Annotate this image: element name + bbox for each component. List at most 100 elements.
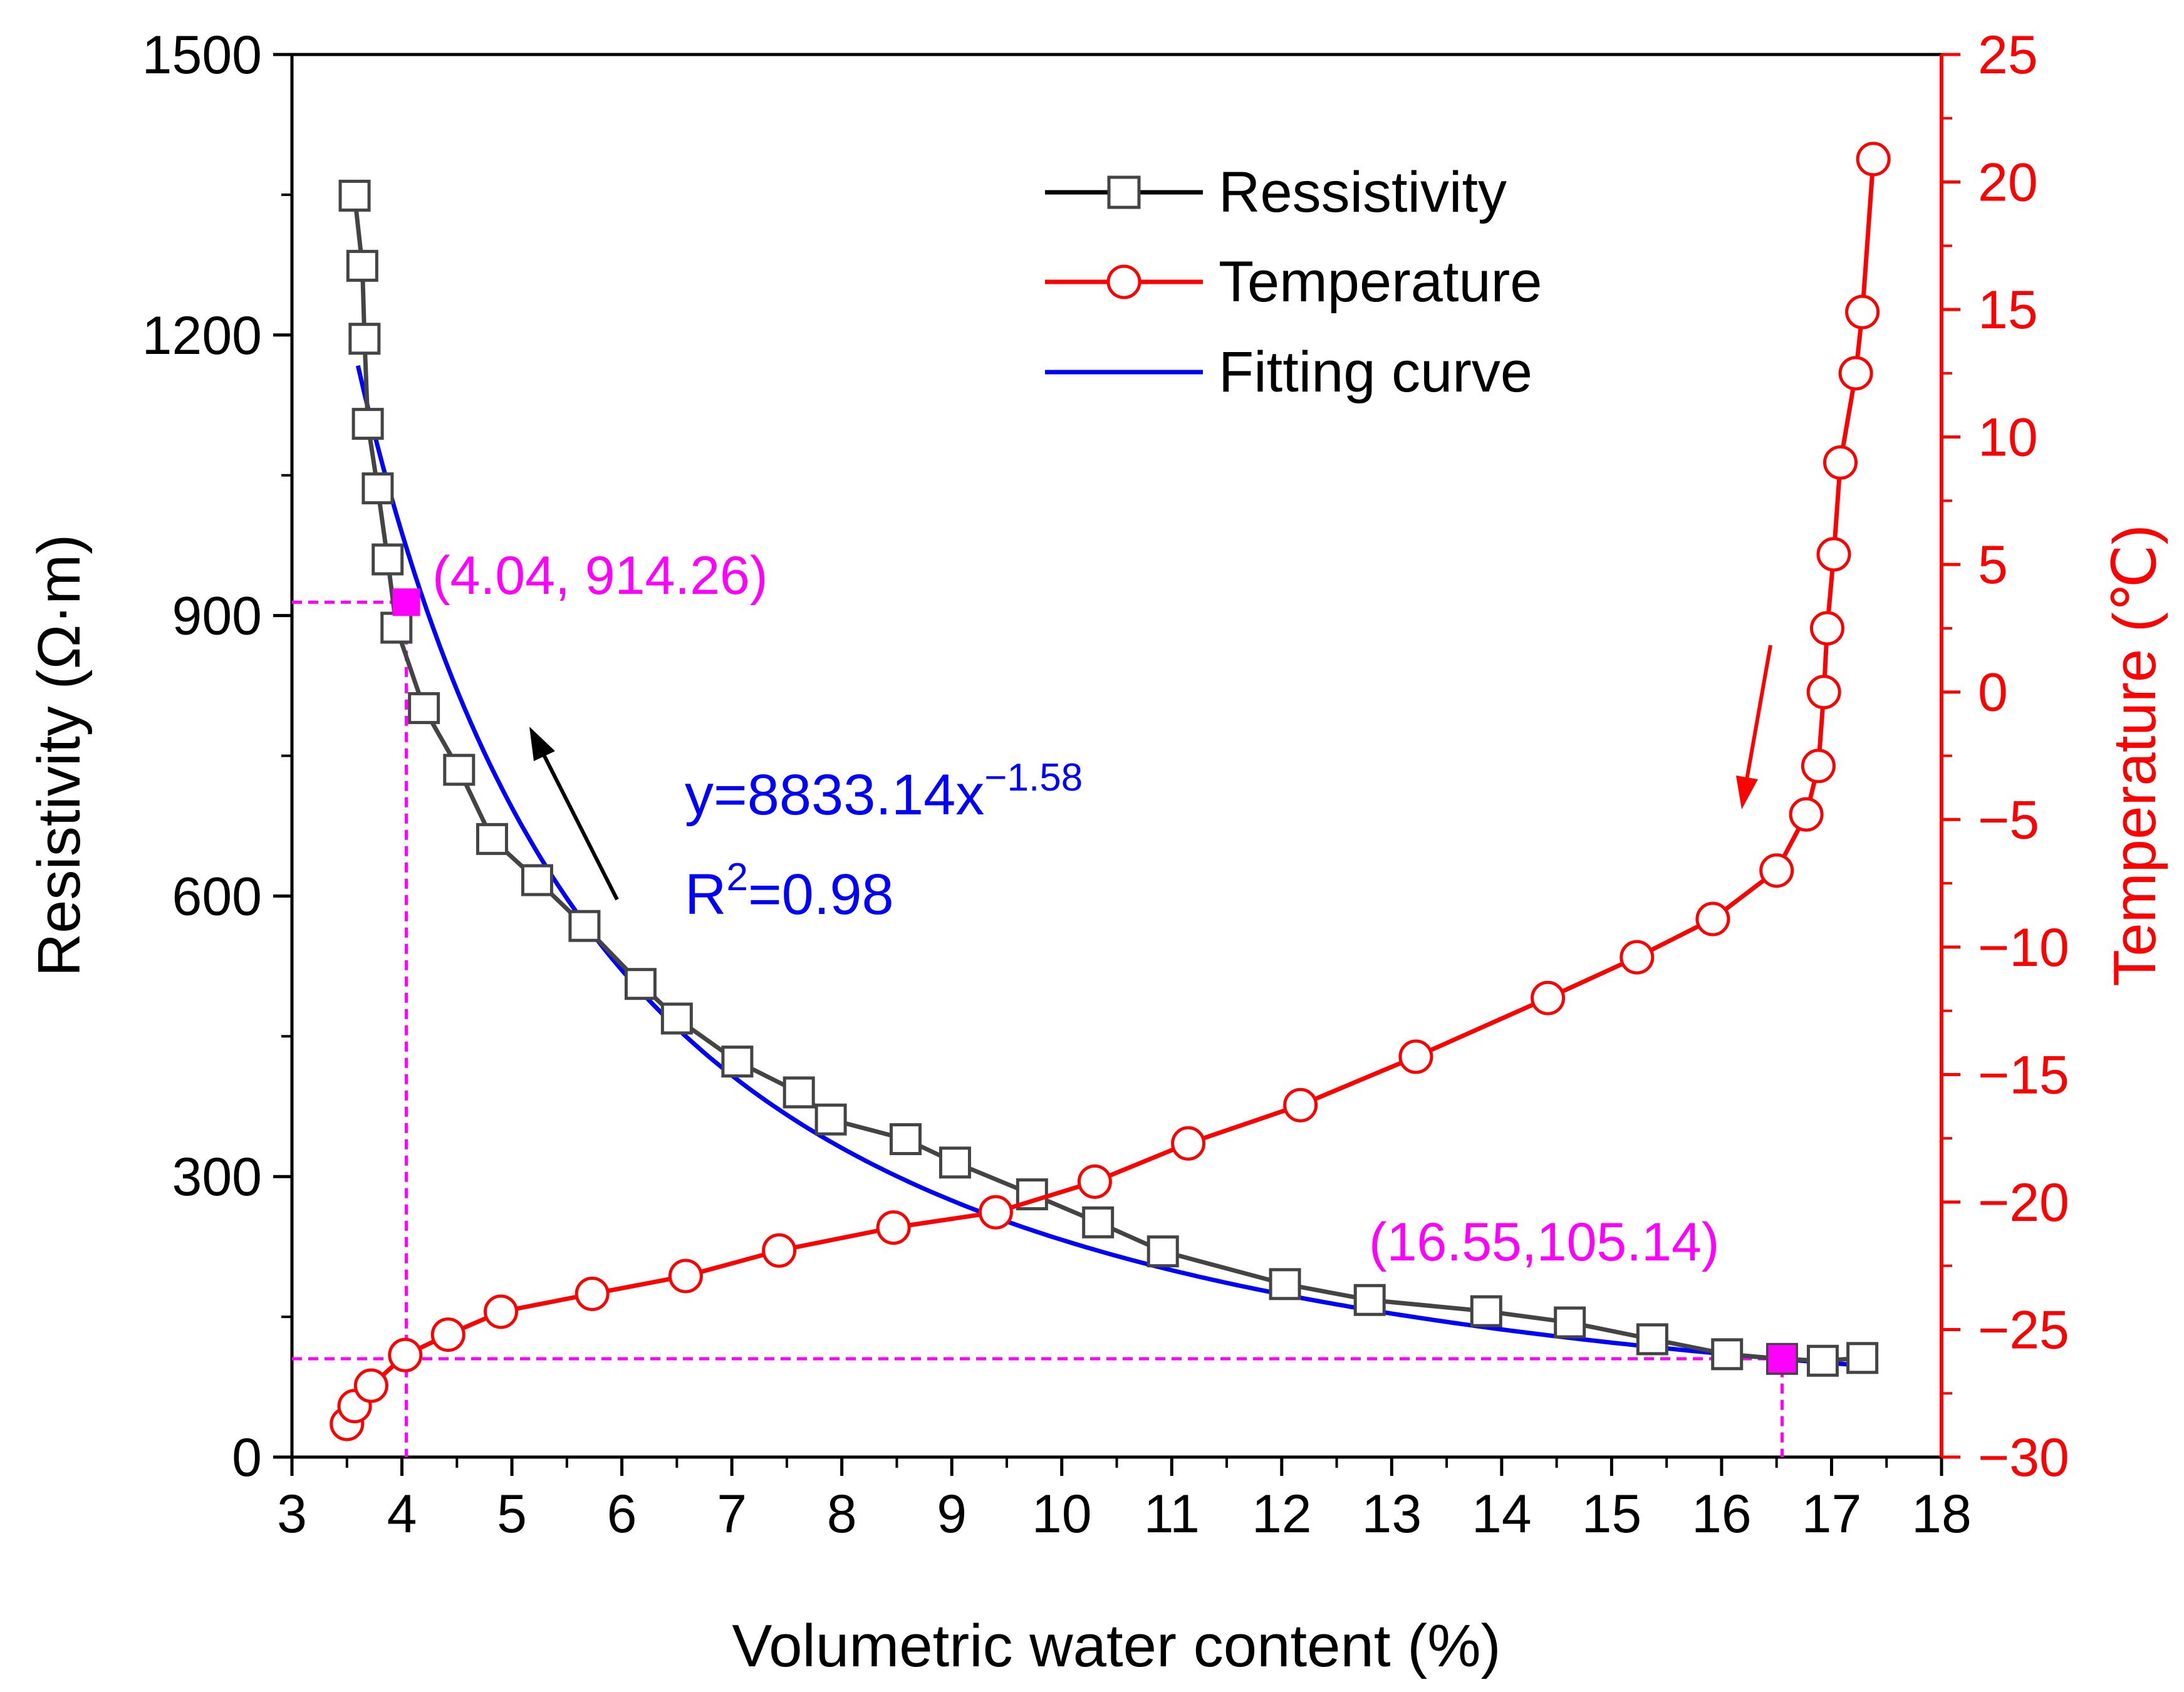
temperature-line — [345, 158, 1876, 1425]
temperature-point — [575, 1276, 610, 1311]
temperature-point — [1845, 294, 1880, 330]
y-right-tick-label: 10 — [1978, 408, 2038, 468]
resistivity-point — [1082, 1206, 1115, 1238]
y-right-tick-label: 15 — [1978, 280, 2038, 340]
temperature-point — [1816, 537, 1851, 572]
resistivity-point — [1806, 1344, 1839, 1377]
temperature-point — [1809, 611, 1844, 646]
resistivity-point — [372, 543, 404, 576]
legend-item-temperature: Temperature — [1045, 250, 1542, 314]
x-tick-label: 15 — [1582, 1484, 1642, 1544]
annotation-guide-2 — [292, 1357, 1784, 1457]
y-axis-left-title: Resistivity (Ω·m) — [26, 534, 93, 977]
legend-item-fitting-curve: Fitting curve — [1045, 340, 1532, 404]
temperature-point — [1398, 1039, 1433, 1074]
x-tick-label: 5 — [497, 1484, 527, 1544]
x-tick-label: 18 — [1911, 1484, 1972, 1544]
temperature-point — [1789, 797, 1824, 832]
x-tick-label: 8 — [827, 1484, 857, 1544]
resistivity-point — [380, 611, 413, 644]
legend-label-fitting-curve: Fitting curve — [1219, 340, 1532, 404]
resistivity-point — [361, 472, 394, 505]
temperature-point — [1620, 940, 1655, 975]
resistivity-point — [624, 968, 657, 1000]
legend-label-resistivity: Ressistivity — [1219, 160, 1507, 224]
annotation-marker-1 — [392, 588, 420, 616]
temperature-point — [1856, 142, 1891, 177]
x-tick-label: 3 — [277, 1484, 307, 1544]
x-tick-label: 6 — [607, 1484, 637, 1544]
y-right-tick-label: −20 — [1978, 1173, 2069, 1233]
y-axis-right-title: Temperature (℃) — [2101, 524, 2168, 986]
temperature-point — [978, 1195, 1013, 1230]
fit-equation: y=8833.14x−1.58 — [685, 756, 1083, 827]
y-right-tick-label: −5 — [1978, 790, 2039, 850]
y-left-tick-label: 0 — [232, 1428, 262, 1488]
temperature-point — [1283, 1087, 1318, 1123]
fit-r-squared: R2=0.98 — [685, 856, 894, 926]
y-left-tick-label: 1200 — [142, 306, 262, 366]
y-right-tick-label: −10 — [1978, 918, 2069, 978]
resistivity-point — [338, 179, 371, 212]
x-tick-label: 10 — [1032, 1484, 1092, 1544]
resistivity-point — [783, 1076, 815, 1109]
resistivity-point — [1353, 1284, 1386, 1316]
temperature-point — [1171, 1126, 1206, 1161]
temperature-point — [1759, 853, 1794, 888]
temperature-point — [1531, 980, 1566, 1015]
y-left-tick-label: 600 — [172, 866, 263, 926]
red-trend-arrow — [1736, 645, 1772, 809]
x-tick-label: 17 — [1802, 1484, 1862, 1544]
resistivity-point — [1470, 1295, 1502, 1327]
x-tick-label: 9 — [937, 1484, 967, 1544]
resistivity-point — [476, 823, 508, 855]
resistivity-point — [443, 754, 476, 786]
y-right-tick-label: −25 — [1978, 1300, 2069, 1360]
legend-label-temperature: Temperature — [1219, 250, 1542, 314]
temperature-point — [1806, 675, 1841, 710]
y-left-tick-label: 1500 — [142, 25, 262, 85]
x-tick-label: 13 — [1361, 1484, 1422, 1544]
temperature-point — [1695, 901, 1730, 937]
resistivity-point — [348, 323, 381, 355]
x-tick-label: 12 — [1252, 1484, 1312, 1544]
y-right-tick-label: 25 — [1978, 25, 2038, 85]
r-squared-base: R — [685, 863, 726, 926]
resistivity-point — [660, 1002, 693, 1035]
y-right-tick-label: −30 — [1978, 1428, 2069, 1488]
y-right-tick-label: −15 — [1978, 1045, 2069, 1105]
fit-layer — [355, 365, 1865, 1368]
annotation-guide-1 — [292, 600, 408, 1457]
resistivity-point — [408, 692, 440, 724]
y-left-tick-label: 900 — [172, 586, 263, 646]
resistivity-point — [1846, 1342, 1879, 1374]
legend-item-resistivity: Ressistivity — [1045, 160, 1507, 224]
temperature-point — [1801, 749, 1836, 784]
ticks-layer: 3 4 5 6 7 8 9 10 11 12 13 14 15 16 17 18 0 300 600 900 1200 1… — [142, 25, 2069, 1544]
x-axis-title: Volumetric water content (%) — [732, 1612, 1500, 1679]
temperature-point — [484, 1294, 519, 1329]
temperature-point — [430, 1317, 465, 1352]
annotation-label-1: (4.04, 914.26) — [432, 546, 767, 606]
temperature-point — [762, 1233, 797, 1268]
y-left-tick-label: 300 — [172, 1147, 263, 1207]
annotation-label-2: (16.55,105.14) — [1369, 1212, 1719, 1272]
resistivity-point — [889, 1123, 922, 1155]
temperature-point — [353, 1368, 388, 1403]
x-tick-label: 14 — [1472, 1484, 1532, 1544]
resistivity-point — [1711, 1338, 1744, 1371]
temperature-point — [876, 1210, 911, 1245]
resistivity-point — [939, 1146, 971, 1179]
temperature-point — [1823, 445, 1858, 480]
resistivity-point — [1554, 1306, 1586, 1339]
r-squared-value: =0.98 — [748, 863, 894, 926]
resistivity-point — [351, 408, 384, 440]
annot-layer — [392, 588, 1796, 1373]
temperature-point — [388, 1337, 423, 1373]
fitting-curve-line — [355, 365, 1865, 1368]
resistivity-point — [1636, 1323, 1668, 1356]
black-trend-arrow — [529, 727, 619, 901]
fit-equation-exponent: −1.58 — [984, 756, 1083, 799]
x-tick-label: 7 — [717, 1484, 747, 1544]
